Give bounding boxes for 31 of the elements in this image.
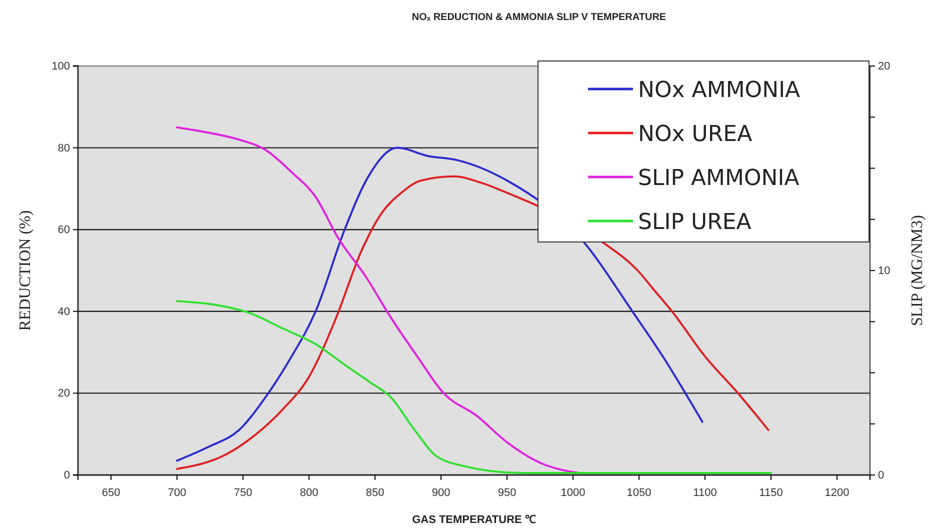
x-tick-label: 950 <box>498 486 516 499</box>
x-tick-label: 650 <box>102 486 120 499</box>
y-tick-label: 60 <box>58 224 70 236</box>
x-tick-label: 1100 <box>693 486 717 499</box>
x-tick-label: 1200 <box>824 486 850 499</box>
legend-label: NOx AMMONIA <box>638 78 800 103</box>
x-tick-label: 750 <box>234 486 252 499</box>
y-tick-label: 20 <box>58 388 70 400</box>
x-tick-label: 1050 <box>626 486 652 499</box>
legend-label: SLIP AMMONIA <box>638 166 800 191</box>
x-tick-label: 1150 <box>759 486 783 499</box>
x-tick-label: 900 <box>432 486 450 499</box>
x-axis-title: GAS TEMPERATURE ℃ <box>412 514 536 526</box>
chart-title: NOₓ REDUCTION & AMMONIA SLIP V TEMPERATURE <box>412 12 666 23</box>
y2-tick-label: 0 <box>878 470 884 482</box>
line-series <box>176 300 772 474</box>
y-tick-label: 100 <box>52 60 70 73</box>
y2-tick-label: 20 <box>878 60 890 73</box>
x-tick-label: 1000 <box>560 486 586 499</box>
y2-axis-title: SLIP (MG/NM3) <box>909 215 926 326</box>
x-tick-label: 850 <box>366 486 384 499</box>
y-axis-title: REDUCTION (%) <box>17 210 34 331</box>
line-series <box>176 126 581 474</box>
y2-tick-label: 10 <box>878 265 890 278</box>
y-tick-label: 0 <box>64 470 70 482</box>
x-tick-label: 800 <box>300 486 318 499</box>
y-tick-label: 40 <box>58 306 70 318</box>
x-tick-label: 700 <box>168 486 186 499</box>
legend-label: SLIP UREA <box>638 210 752 235</box>
y-tick-label: 80 <box>58 142 70 154</box>
legend-label: NOx UREA <box>638 122 752 147</box>
